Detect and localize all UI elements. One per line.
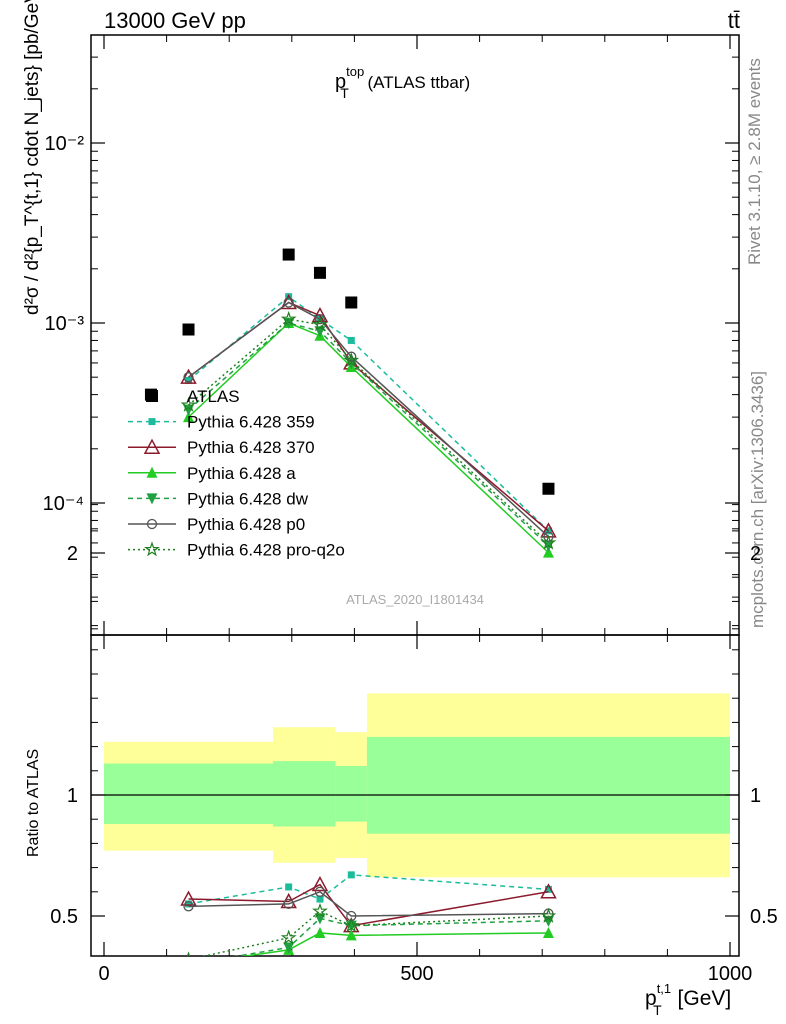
- point-data: [542, 482, 555, 495]
- axis-ticks: 0 500 1000 10⁻⁴ 10⁻³ 10⁻² 0.5 0.5 1 1 2 2: [43, 35, 778, 985]
- point-pp0: [314, 314, 326, 325]
- ratio-point-p370: [311, 875, 329, 892]
- y-tick-label-upper: 10⁻⁴: [43, 493, 84, 515]
- point-pa: [183, 411, 195, 423]
- point-ppro: [180, 396, 197, 412]
- ratio-point-p359: [347, 871, 355, 879]
- ratio-point-p359: [185, 900, 193, 908]
- ratio-point-pp0: [314, 886, 326, 897]
- point-p359: [347, 336, 355, 344]
- legend-marker-pa: [146, 466, 158, 478]
- point-ppro: [343, 352, 360, 368]
- point-data: [345, 296, 358, 309]
- y-tick-label-lower: 0.5: [50, 906, 78, 928]
- ratio-point-p359: [544, 885, 552, 893]
- rivet-label: Rivet 3.1.10, ≥ 2.8M events: [745, 58, 764, 265]
- legend-marker-pp0: [146, 518, 158, 530]
- ratio-point-pdw: [183, 959, 194, 970]
- point-ppro: [280, 310, 297, 326]
- ratio-point-pa: [542, 926, 554, 938]
- ratio-point-pp0: [283, 898, 294, 910]
- ratio-point-pa: [314, 926, 326, 938]
- point-data: [313, 266, 326, 279]
- header-left: 13000 GeV pp: [104, 8, 246, 33]
- stat-uncertainty-band: [366, 736, 730, 834]
- point-pa: [542, 546, 554, 558]
- ratio-line-pa: [241, 932, 549, 956]
- series-line-pdw: [188, 322, 549, 547]
- ratio-point-p359: [285, 883, 293, 891]
- legend-marker-data: [146, 390, 158, 402]
- legend-label-pp0: Pythia 6.428 p0: [187, 515, 305, 534]
- legend-label-p359: Pythia 6.428 359: [187, 413, 315, 432]
- point-p370: [180, 368, 197, 384]
- series-line-p359: [188, 295, 549, 532]
- ratio-point-pa: [183, 958, 194, 969]
- legend-label-data: ATLAS: [187, 387, 240, 406]
- x-tick-label: 0: [98, 963, 109, 985]
- y-tick-label-upper: 10⁻³: [45, 313, 85, 335]
- point-data: [182, 323, 195, 336]
- legend-marker-p370: [143, 438, 161, 454]
- ratio-point-pdw: [283, 942, 295, 954]
- legend-marker-ppro: [144, 541, 160, 557]
- ratio-point-p370: [540, 883, 557, 899]
- chart-title: ptop T (ATLAS ttbar): [335, 64, 470, 101]
- ratio-point-p359: [316, 895, 324, 903]
- y-tick-label-lower-right: 0.5: [750, 906, 778, 928]
- legend-label-pdw: Pythia 6.428 dw: [187, 489, 309, 508]
- point-pp0: [543, 531, 554, 542]
- ratio-series: [180, 871, 557, 970]
- y-axis-label-lower: Ratio to ATLAS: [25, 749, 42, 857]
- header-right: tt̄: [728, 8, 740, 33]
- legend-label-pa: Pythia 6.428 a: [187, 464, 296, 483]
- analysis-watermark: ATLAS_2020_I1801434: [346, 592, 484, 607]
- ratio-line-pp0: [188, 890, 549, 917]
- stat-uncertainty-band: [104, 763, 274, 825]
- ratio-point-p370: [180, 890, 197, 906]
- point-ppro: [312, 316, 328, 332]
- ratio-point-ppro: [540, 907, 557, 923]
- x-tick-label: 500: [400, 963, 433, 985]
- legend: ATLAS Pythia 6.428 359 Pythia 6.428 370 Pyt…: [128, 387, 345, 560]
- ratio-point-ppro: [343, 917, 360, 933]
- mcplots-label: mcplots.cern.ch [arXiv:1306.3436]: [748, 371, 767, 628]
- point-p370: [280, 293, 297, 310]
- point-data: [282, 248, 295, 261]
- ratio-line-p359: [188, 874, 549, 905]
- point-ppro: [540, 534, 557, 550]
- y-tick-label-lower: 1: [67, 785, 78, 807]
- ratio-point-ppro: [186, 951, 191, 956]
- y-tick-label-upper: 10⁻²: [45, 133, 85, 155]
- ratio-uncertainty-bands: [91, 693, 739, 878]
- ratio-point-ppro: [312, 902, 328, 918]
- ratio-point-pa: [345, 929, 357, 941]
- legend-label-p370: Pythia 6.428 370: [187, 438, 315, 457]
- point-pp0: [183, 372, 194, 383]
- y-tick-label-lower: 2: [67, 543, 78, 565]
- point-p370: [311, 306, 329, 323]
- point-p359: [185, 376, 193, 384]
- ratio-point-ppro: [280, 929, 297, 945]
- series-line-ppro: [188, 318, 549, 544]
- legend-label-ppro: Pythia 6.428 pro-q2o: [187, 541, 345, 560]
- x-tick-label: 1000: [708, 963, 753, 985]
- stat-uncertainty-band: [335, 765, 367, 822]
- legend-marker-pdw: [146, 493, 158, 505]
- data-series: [144, 248, 557, 558]
- x-axis-label: pt,1 T [GeV]: [645, 981, 731, 1018]
- ratio-inner: [180, 871, 557, 970]
- point-pp0: [283, 297, 294, 308]
- ratio-point-pp0: [183, 901, 194, 912]
- y-axis-label-upper: d²σ / d²{p_T^{t,1} cdot N_jets} [pb/GeV]: [22, 0, 43, 315]
- ratio-line-p370: [188, 883, 549, 927]
- y-tick-label-lower-right: 2: [750, 543, 761, 565]
- y-tick-label-lower-right: 1: [750, 785, 761, 807]
- stat-uncertainty-band: [273, 761, 336, 827]
- legend-marker-p359: [148, 418, 156, 426]
